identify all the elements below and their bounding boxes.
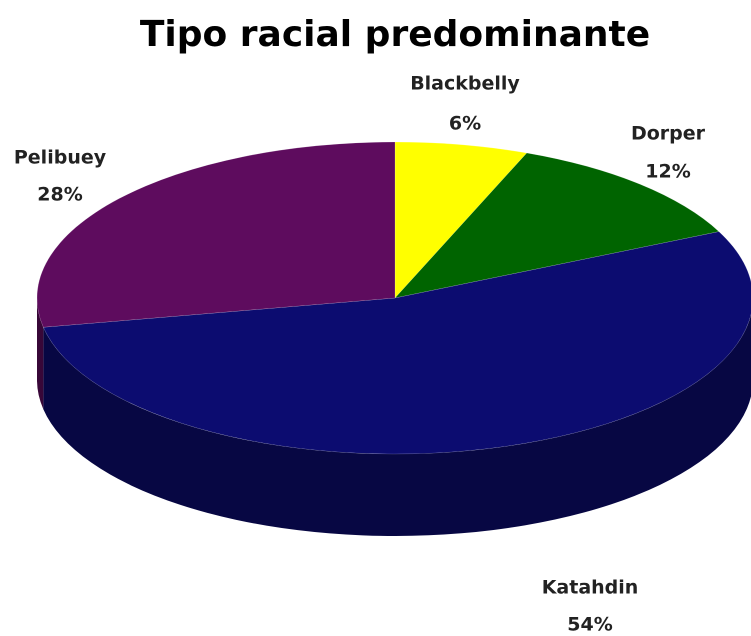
chart-title: Tipo racial predominante xyxy=(140,14,650,55)
slice-label: Dorper xyxy=(631,123,706,145)
slice xyxy=(394,141,528,299)
value-label: 12% xyxy=(645,161,690,183)
value-label: 54% xyxy=(567,614,612,636)
slice-side xyxy=(37,298,44,410)
slice xyxy=(36,141,396,328)
slice xyxy=(394,152,720,299)
value-label: 28% xyxy=(37,184,82,206)
slice-label: Blackbelly xyxy=(410,73,520,95)
slice-label: Katahdin xyxy=(542,577,639,599)
slice xyxy=(42,231,751,455)
value-label: 6% xyxy=(449,113,481,135)
slice-side xyxy=(43,314,751,536)
slice-label: Pelibuey xyxy=(14,147,107,169)
